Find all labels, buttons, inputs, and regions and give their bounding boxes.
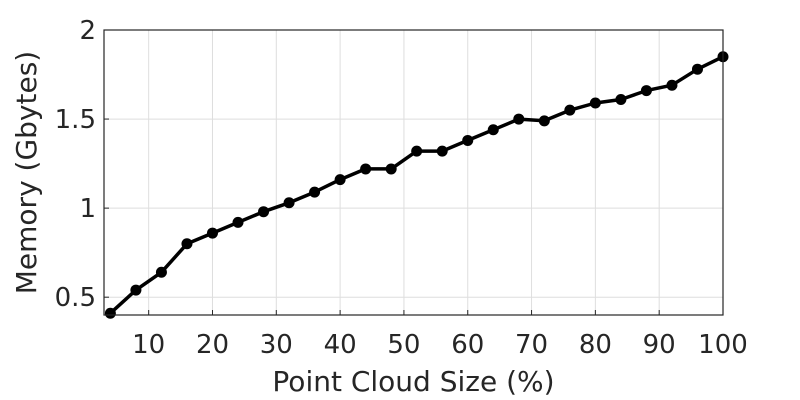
data-point [334,174,346,186]
data-point [206,227,218,239]
data-point [232,216,244,228]
data-point [487,124,499,136]
y-tick-label: 2 [79,16,96,46]
data-point [666,79,678,91]
data-point [181,238,193,250]
data-point [360,163,372,175]
x-tick-label: 70 [515,330,548,360]
data-point [589,97,601,109]
x-tick-label: 40 [324,330,357,360]
data-point [104,307,116,319]
series-line [109,55,724,315]
x-axis-label: Point Cloud Size (%) [272,365,554,398]
data-point [615,93,627,105]
x-tick-label: 60 [451,330,484,360]
data-point [564,104,576,116]
plot-frame [103,29,724,316]
data-point [385,163,397,175]
grid [104,29,724,315]
data-point [691,63,703,75]
y-tick-label: 0.5 [55,283,96,313]
series-layer [104,51,729,319]
data-point [436,145,448,157]
y-tick-label: 1.5 [55,105,96,135]
data-point [130,284,142,296]
x-tick-label: 50 [387,330,420,360]
data-point [462,134,474,146]
y-axis-label: Memory (Gbytes) [10,51,43,294]
x-tick-label: 20 [196,330,229,360]
data-point [538,115,550,127]
data-point [640,85,652,97]
data-point [258,206,270,218]
x-tick-label: 10 [132,330,165,360]
y-tick-label: 1 [79,194,96,224]
data-point [155,266,167,278]
data-point [309,186,321,198]
x-tick-label: 100 [698,330,748,360]
x-tick-label: 90 [643,330,676,360]
data-point [283,197,295,209]
data-point [513,113,525,125]
x-tick-label: 80 [579,330,612,360]
x-tick-label: 30 [260,330,293,360]
data-point [411,145,423,157]
tick-labels: 10 20 30 40 50 60 70 80 90 100 0.5 1 1.5 2 [55,16,748,360]
